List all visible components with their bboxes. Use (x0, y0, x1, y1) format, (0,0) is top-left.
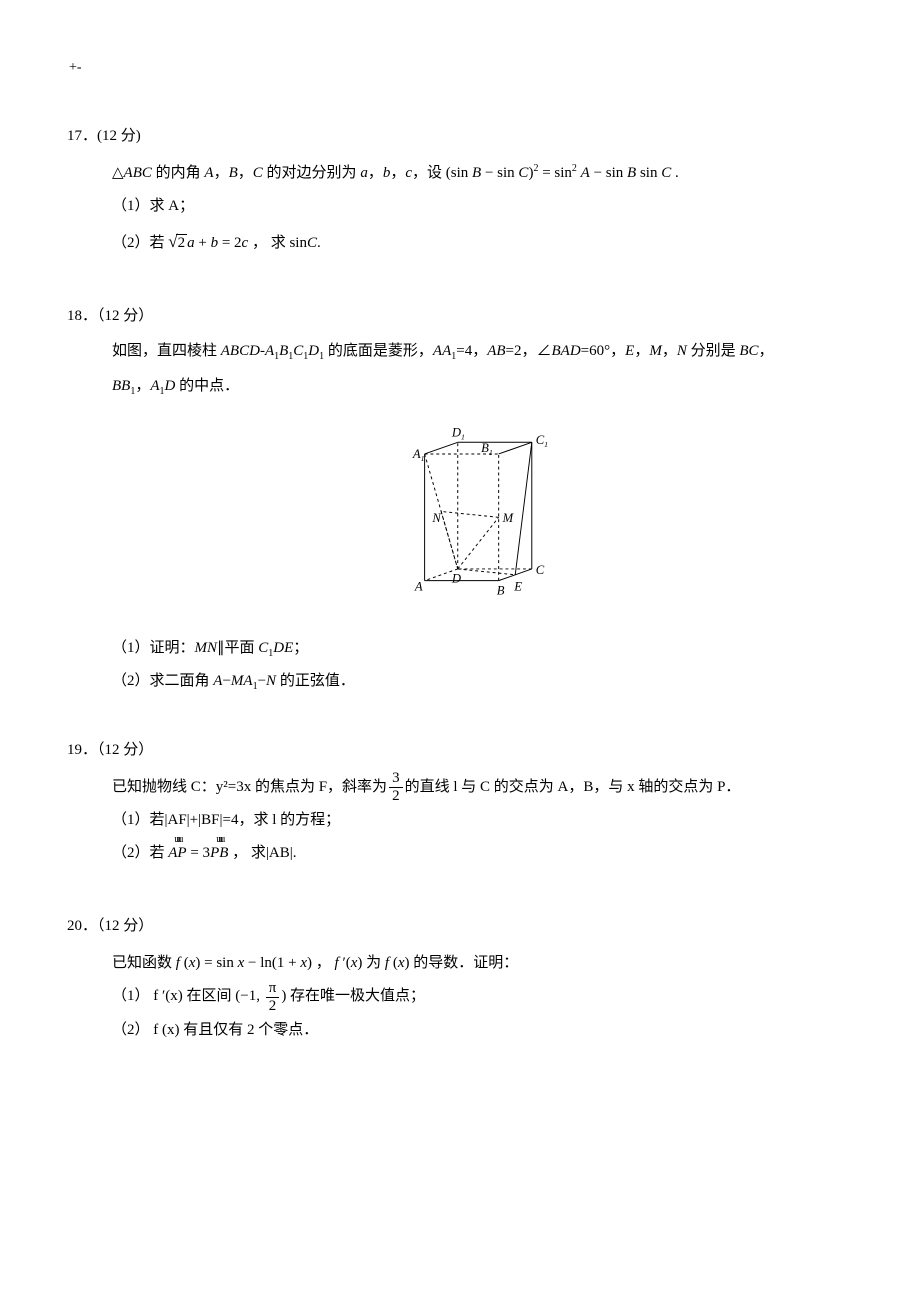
q17-part1: （1）求 A； (112, 190, 860, 223)
q20-part1: （1） f ′(x) 在区间 (−1, π2) 存在唯一极大值点； (112, 980, 860, 1013)
page-header-marker: +- (69, 60, 860, 76)
q18-number: 18．（12 分） (67, 304, 860, 325)
q20-number: 20．（12 分） (67, 914, 860, 935)
q18-body-line2: BB1，A1D 的中点． (112, 372, 860, 401)
svg-text:B: B (497, 584, 505, 598)
q17-body: △ABC 的内角 A，B，C 的对边分别为 a，b，c，设 (sin B − s… (112, 157, 860, 190)
q18-figure: A B C D A1 B1 C1 D1 E M N (412, 415, 560, 605)
q19-p2-post: ， 求|AB|. (228, 845, 296, 861)
svg-text:B1: B1 (481, 441, 493, 457)
vector-arrow-icon: uuu (168, 829, 186, 851)
q19-part2: （2）若 uuuAP = 3uuuPB ， 求|AB|. (112, 837, 860, 870)
q20-p1-post: ) 存在唯一极大值点； (281, 988, 425, 1004)
q18-part2: （2）求二面角 A−MA1−N 的正弦值． (112, 665, 860, 698)
question-19: 19．（12 分） 已知抛物线 C：y²=3x 的焦点为 F，斜率为32的直线 … (67, 738, 860, 870)
q18-body-line1: 如图，直四棱柱 ABCD‐A1B1C1D1 的底面是菱形，AA1=4，AB=2，… (112, 337, 860, 366)
q17-number: 17．(12 分) (67, 124, 860, 145)
svg-text:D: D (451, 572, 461, 586)
q19-frac-den: 2 (389, 788, 403, 804)
vector-arrow-icon: uuu (210, 829, 228, 851)
q18-part1: （1）证明：MN∥平面 C1DE； (112, 632, 860, 665)
q20-part2: （2） f (x) 有且仅有 2 个零点． (112, 1014, 860, 1047)
q17-sqrt-radicand: 2 (176, 234, 188, 251)
svg-text:N: N (431, 512, 442, 526)
q20-p1-pre: （1） f ′(x) 在区间 (−1, (112, 988, 264, 1004)
q20-frac-num: π (266, 981, 280, 998)
q17-part2: （2）若 2a + b = 2c ， 求 sinC. (112, 223, 860, 260)
svg-text:A1: A1 (412, 447, 425, 463)
q19-p2-mid: = 3 (187, 845, 210, 861)
question-20: 20．（12 分） 已知函数 f (x) = sin x − ln(1 + x)… (67, 914, 860, 1046)
svg-text:D1: D1 (451, 426, 465, 442)
q20-frac-den: 2 (266, 998, 280, 1014)
svg-text:A: A (414, 580, 423, 594)
q19-p2-pre: （2）若 (112, 845, 168, 861)
q17-p2-prefix: （2）若 (112, 235, 168, 251)
svg-text:M: M (502, 512, 515, 526)
q19-frac-num: 3 (389, 771, 403, 788)
question-18: 18．（12 分） 如图，直四棱柱 ABCD‐A1B1C1D1 的底面是菱形，A… (67, 304, 860, 698)
svg-text:C: C (536, 563, 545, 577)
question-17: 17．(12 分) △ABC 的内角 A，B，C 的对边分别为 a，b，c，设 … (67, 124, 860, 260)
svg-text:C1: C1 (536, 434, 548, 450)
q19-body-post: 的直线 l 与 C 的交点为 A，B，与 x 轴的交点为 P． (405, 779, 741, 795)
q19-body: 已知抛物线 C：y²=3x 的焦点为 F，斜率为32的直线 l 与 C 的交点为… (112, 771, 860, 804)
q19-body-pre: 已知抛物线 C：y²=3x 的焦点为 F，斜率为 (112, 779, 387, 795)
svg-text:E: E (513, 580, 522, 594)
q19-number: 19．（12 分） (67, 738, 860, 759)
q20-body: 已知函数 f (x) = sin x − ln(1 + x) ， f ′(x) … (112, 947, 860, 980)
